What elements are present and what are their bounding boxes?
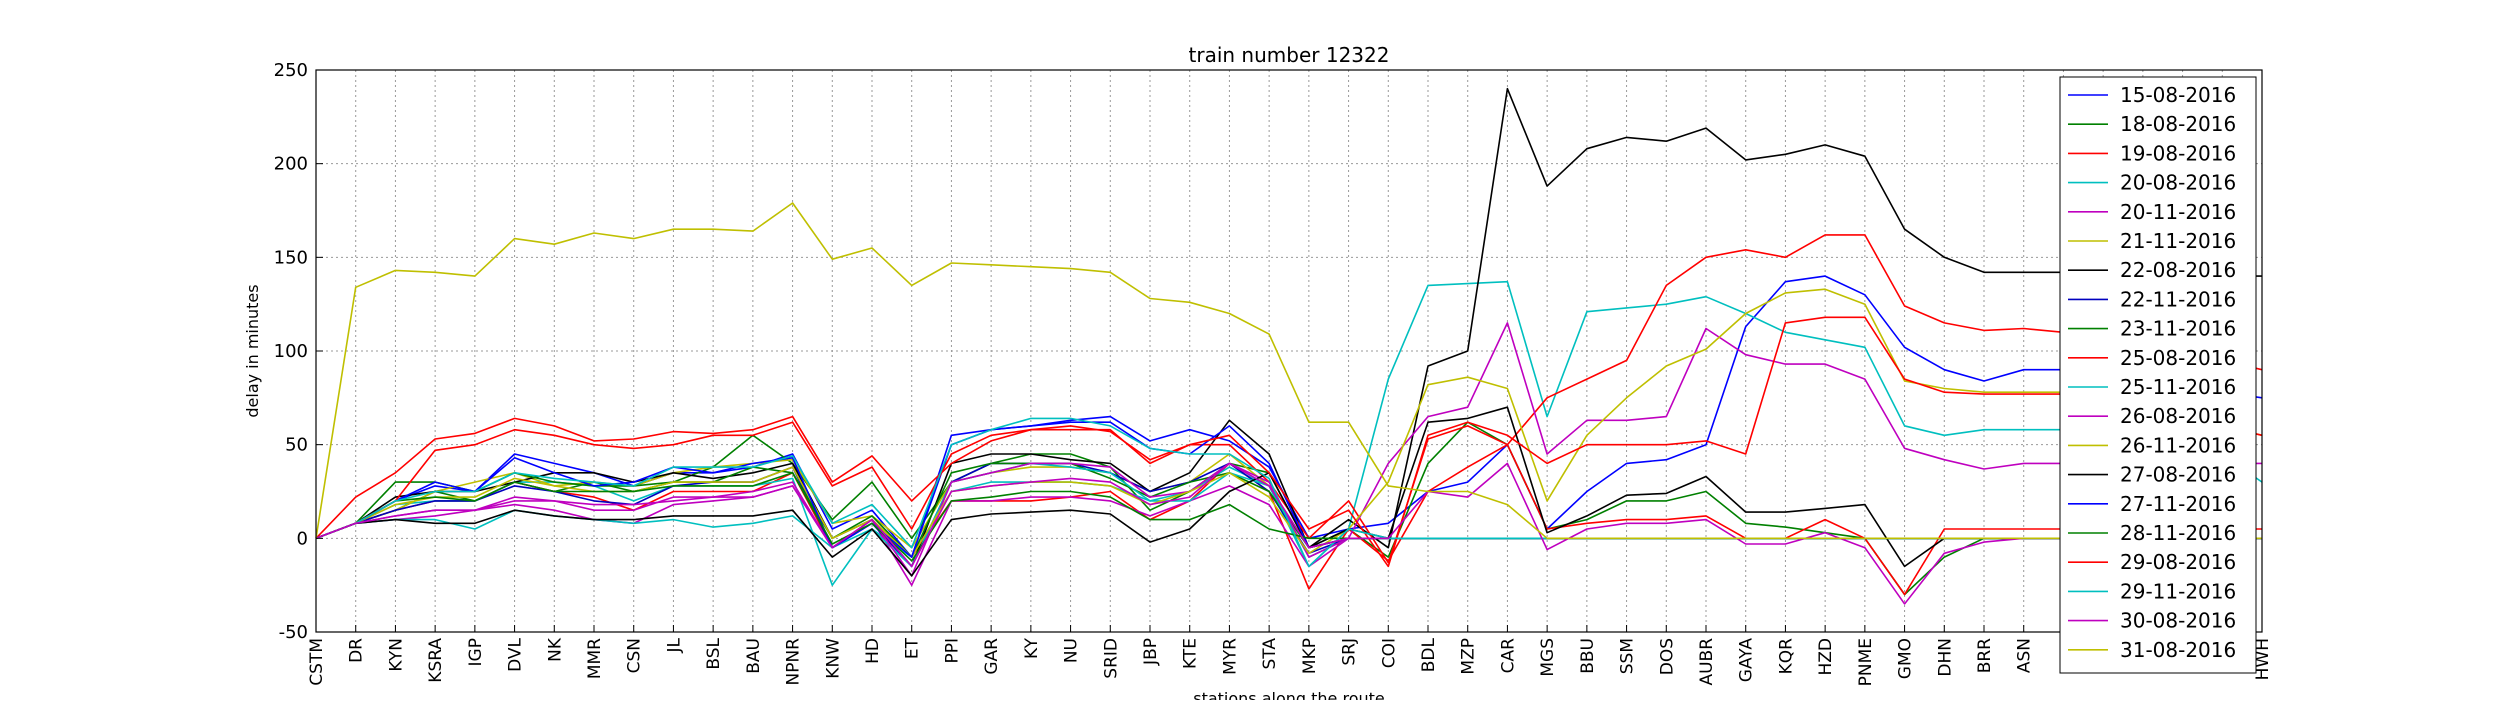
series-line: [315, 462, 2262, 568]
y-tick-label: -50: [279, 622, 308, 643]
legend-label: 25-08-2016: [2120, 346, 2236, 370]
grid-lines: [315, 69, 2263, 633]
x-tick-label: MGS: [1538, 638, 1558, 677]
x-tick-label: STA: [1260, 638, 1280, 670]
x-tick-label: DHN: [1935, 638, 1955, 677]
series-line: [315, 202, 2262, 540]
series-lines: [315, 87, 2263, 605]
x-tick-label: MZP: [1459, 638, 1479, 675]
series-line: [315, 275, 2263, 558]
x-tick-label: ET: [903, 637, 923, 659]
y-axis-ticks: -50 0 50 100 150 200 250: [274, 60, 323, 643]
x-tick-label: BAU: [744, 638, 764, 674]
x-tick-label: NU: [1062, 638, 1082, 663]
x-tick-label: DVL: [506, 637, 526, 671]
x-tick-label: MMR: [585, 638, 605, 679]
x-tick-label: BRR: [1975, 638, 1995, 673]
legend-box: [2059, 76, 2257, 674]
x-tick-label: IGP: [466, 638, 486, 666]
x-tick-label: KSRA: [426, 638, 446, 683]
series-line: [315, 234, 2263, 564]
legend-label: 20-11-2016: [2120, 200, 2236, 224]
series-line: [315, 421, 2262, 596]
legend-label: 30-08-2016: [2120, 609, 2236, 633]
series-line: [315, 462, 2262, 605]
legend-label: 27-08-2016: [2120, 463, 2236, 487]
chart-title: train number 12322: [1189, 43, 1390, 67]
x-tick-label: PPI: [942, 638, 962, 664]
y-tick-label: 50: [285, 435, 308, 456]
legend-label: 28-11-2016: [2120, 521, 2236, 545]
x-tick-label: COI: [1379, 638, 1399, 668]
legend-label: 25-11-2016: [2120, 375, 2236, 399]
x-tick-label: HWH: [2253, 638, 2273, 680]
x-tick-label: HZD: [1816, 638, 1836, 676]
x-axis-label: stations along the route: [1193, 689, 1385, 700]
x-tick-label: NK: [545, 637, 565, 662]
x-tick-label: GMO: [1896, 638, 1916, 679]
x-tick-label: KNW: [823, 638, 843, 679]
y-tick-label: 200: [274, 154, 308, 175]
legend-label: 21-11-2016: [2120, 229, 2236, 253]
legend-label: 29-08-2016: [2120, 550, 2236, 574]
legend-label: 19-08-2016: [2120, 141, 2236, 165]
x-tick-label: AUBR: [1697, 638, 1717, 686]
legend-label: 22-11-2016: [2120, 287, 2236, 311]
x-tick-label: SSM: [1618, 638, 1638, 674]
series-line: [315, 443, 2262, 596]
legend-label: 18-08-2016: [2120, 112, 2236, 136]
y-tick-label: 100: [274, 341, 308, 362]
x-tick-label: BDL: [1419, 637, 1439, 672]
x-tick-label: CAR: [1498, 638, 1518, 673]
x-tick-label: BSL: [704, 637, 724, 669]
x-tick-label: CSTM: [307, 638, 327, 686]
x-tick-label: KTE: [1181, 638, 1201, 669]
series-line: [315, 406, 2262, 577]
x-tick-label: MKP: [1300, 638, 1320, 674]
x-tick-label: GAYA: [1737, 638, 1757, 683]
legend: 15-08-2016 18-08-2016 19-08-2016 20-08-2016…: [2059, 76, 2257, 674]
x-tick-label: DR: [347, 638, 367, 663]
x-tick-label: HD: [863, 638, 883, 664]
series-line: [315, 462, 2262, 568]
x-tick-label: DOS: [1657, 638, 1677, 675]
x-tick-label: SRJ: [1340, 638, 1360, 666]
legend-label: 26-11-2016: [2120, 433, 2236, 457]
x-tick-label: SRID: [1101, 638, 1121, 679]
x-tick-label: MYR: [1220, 638, 1240, 675]
legend-label: 27-11-2016: [2120, 492, 2236, 516]
x-tick-label: JL: [664, 637, 684, 653]
legend-label: 15-08-2016: [2120, 83, 2236, 107]
legend-label: 23-11-2016: [2120, 317, 2236, 341]
x-tick-label: KYN: [386, 638, 406, 672]
x-tick-label: PNME: [1856, 638, 1876, 686]
legend-label: 22-08-2016: [2120, 258, 2236, 282]
legend-label: 31-08-2016: [2120, 638, 2236, 662]
y-axis-label: delay in minutes: [243, 284, 262, 417]
x-tick-label: NPNR: [784, 638, 804, 686]
x-tick-label: BBU: [1578, 638, 1598, 674]
x-tick-label: JBP: [1141, 638, 1161, 666]
y-tick-label: 250: [274, 60, 308, 81]
legend-label: 29-11-2016: [2120, 579, 2236, 603]
y-tick-label: 150: [274, 247, 308, 268]
x-axis-ticks: CSTM DR KYN KSRA IGP DVL NK MMR CSN JL BSL BAU NPNR K…: [307, 625, 2273, 686]
x-tick-label: CSN: [625, 638, 645, 673]
legend-label: 20-08-2016: [2120, 171, 2236, 195]
x-tick-label: ASN: [2015, 638, 2035, 673]
series-line: [315, 322, 2262, 577]
y-tick-label: 0: [297, 528, 308, 549]
x-tick-label: GAR: [982, 638, 1002, 675]
x-tick-label: KQR: [1776, 638, 1796, 675]
series-line: [315, 316, 2263, 568]
legend-label: 26-08-2016: [2120, 404, 2236, 428]
x-tick-label: KY: [1022, 637, 1042, 659]
